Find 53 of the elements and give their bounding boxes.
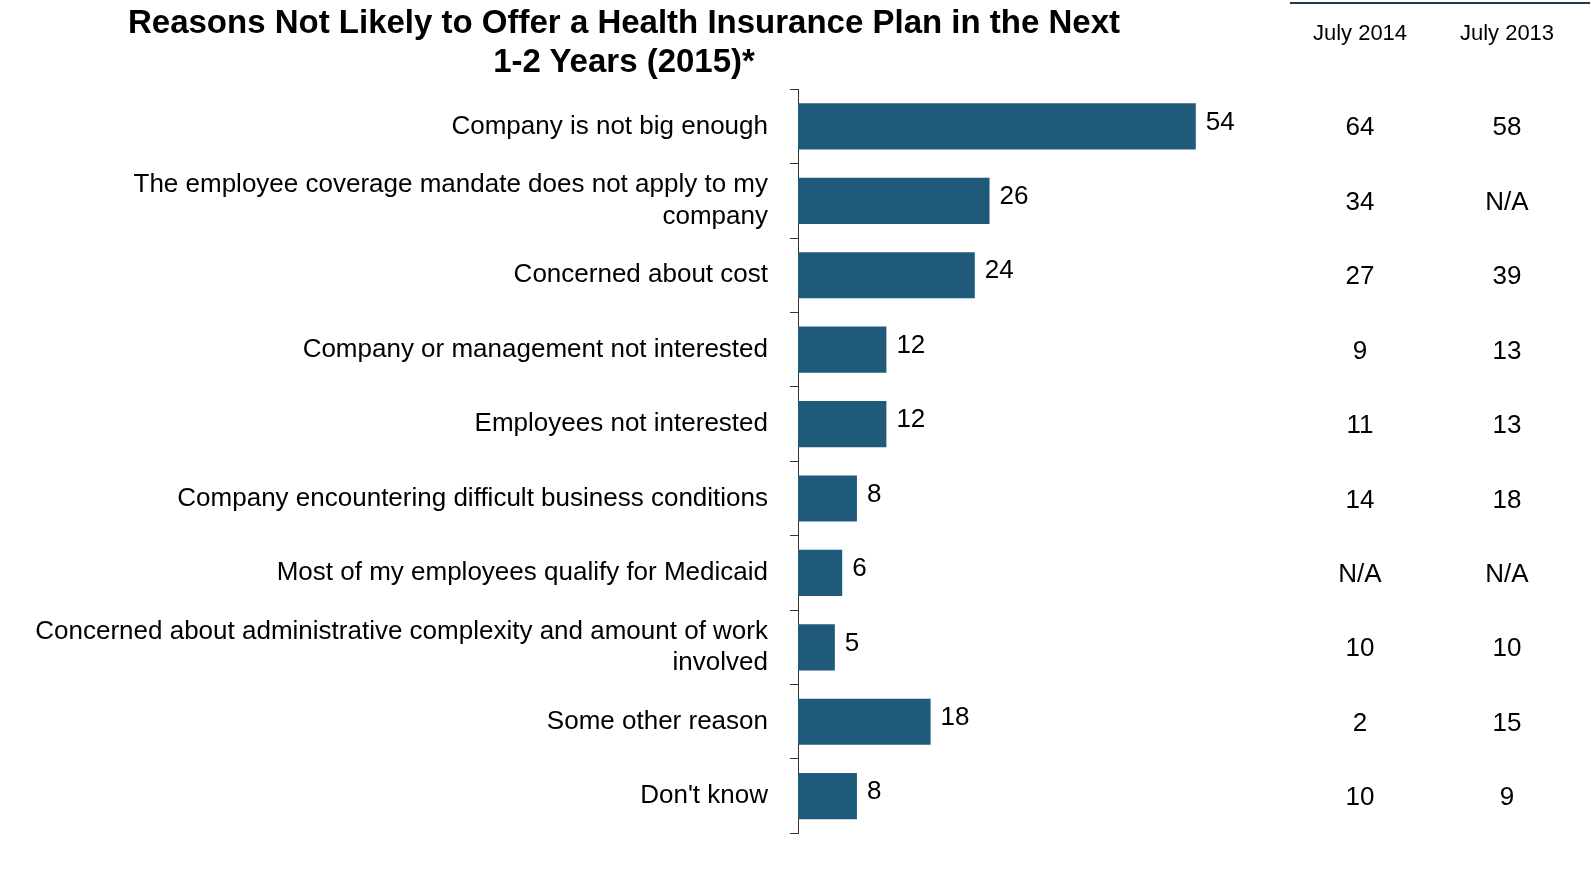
y-tick-label: Employees not interested bbox=[474, 407, 768, 438]
category-label: July 2013 bbox=[1458, 20, 1556, 46]
y-tick-label: The employee coverage mandate does not apply to my company bbox=[133, 168, 768, 230]
text: 15 bbox=[1492, 706, 1522, 737]
text: 13 bbox=[1492, 334, 1522, 365]
text: 39 bbox=[1492, 259, 1522, 290]
data-label: 54 bbox=[1205, 105, 1235, 136]
bar bbox=[798, 103, 1196, 150]
text: N/A bbox=[1485, 557, 1529, 588]
data-label: 6 bbox=[852, 552, 867, 583]
y-tick-label: Concerned about administrative complexity and amount of work involved bbox=[35, 614, 769, 677]
data-label: 26 bbox=[999, 180, 1029, 210]
y-tick-label: Don't know bbox=[640, 779, 769, 810]
y-tick-label: Some other reason bbox=[546, 704, 768, 735]
data-label: 12 bbox=[896, 328, 926, 359]
bar bbox=[798, 773, 857, 820]
bar bbox=[798, 252, 975, 299]
data-label: 8 bbox=[866, 775, 882, 806]
y-tick-label: Most of my employees qualify for Medicaid bbox=[276, 556, 768, 587]
data-label: 5 bbox=[844, 626, 860, 657]
data-label: 24 bbox=[984, 254, 1014, 285]
text: 64 bbox=[1345, 110, 1375, 141]
bar bbox=[798, 475, 857, 522]
text: N/A bbox=[1338, 557, 1382, 588]
text: 2 bbox=[1352, 706, 1368, 737]
data-label: 12 bbox=[896, 403, 926, 434]
data-label: 8 bbox=[866, 477, 882, 508]
y-tick-label: Company is not big enough bbox=[451, 109, 768, 140]
text: 10 bbox=[1345, 780, 1375, 811]
category-label: July 2014 bbox=[1311, 20, 1409, 46]
text: 14 bbox=[1345, 483, 1375, 513]
text: 9 bbox=[1352, 334, 1368, 365]
text: 13 bbox=[1492, 408, 1522, 439]
y-tick-label: Company encountering difficult business conditions bbox=[177, 481, 768, 512]
data-label: 18 bbox=[940, 700, 970, 731]
bar bbox=[798, 549, 843, 596]
bar bbox=[798, 401, 887, 448]
bar bbox=[798, 177, 990, 224]
text: 18 bbox=[1492, 483, 1522, 513]
y-tick-label: Concerned about cost bbox=[513, 258, 769, 289]
text: 11 bbox=[1346, 408, 1374, 439]
text: 58 bbox=[1492, 110, 1522, 141]
chart-title: Reasons Not Likely to Offer a Health Insurance Plan in the Next 1-2 Years (2015)* bbox=[127, 2, 1121, 80]
bar bbox=[798, 326, 887, 373]
text: 27 bbox=[1345, 259, 1375, 290]
y-tick-label: Company or management not interested bbox=[302, 332, 768, 363]
text: N/A bbox=[1485, 185, 1529, 216]
text: 34 bbox=[1345, 185, 1375, 216]
bar bbox=[798, 624, 835, 671]
text: 10 bbox=[1345, 631, 1375, 662]
text: 10 bbox=[1492, 631, 1522, 662]
text: 9 bbox=[1499, 780, 1515, 811]
bar bbox=[798, 698, 931, 745]
